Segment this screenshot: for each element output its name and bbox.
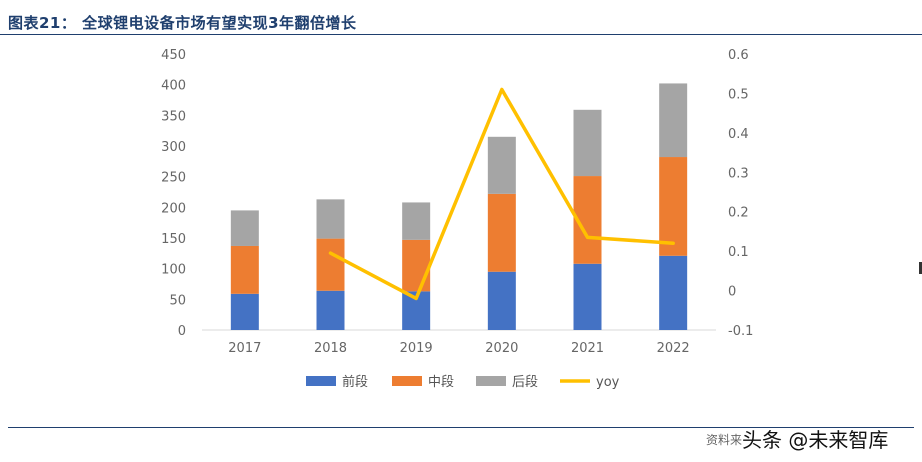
legend-middle-label: 中段 (428, 375, 454, 390)
bar-middle (230, 245, 259, 294)
right-tick-label: 0.5 (728, 87, 749, 102)
x-tick-label: 2021 (571, 341, 604, 356)
title-divider (0, 34, 922, 35)
bar-back (659, 83, 688, 158)
left-axis: 0 50 100 150 200 250 300 350 400 450 (161, 48, 186, 339)
right-tick-label: 0.1 (728, 245, 749, 260)
legend-back-swatch (476, 376, 506, 386)
left-tick-label: 400 (161, 79, 186, 94)
bar-back (316, 199, 345, 239)
page-edge-mark (919, 262, 922, 274)
bar-back (573, 109, 602, 177)
legend-front-swatch (306, 376, 336, 386)
bar-front (659, 255, 688, 330)
left-tick-label: 250 (161, 171, 186, 186)
bar-series (230, 83, 688, 330)
right-tick-label: 0.4 (728, 127, 749, 142)
source-note: 资料来 (706, 433, 743, 447)
footer-divider (8, 427, 914, 428)
right-axis: -0.1 0 0.1 0.2 0.3 0.4 0.5 0.6 (728, 48, 753, 339)
right-tick-label: -0.1 (728, 324, 753, 339)
legend-middle-swatch (392, 376, 422, 386)
bar-middle (659, 157, 688, 256)
watermark: 头条 @未来智库 (742, 428, 889, 452)
left-tick-label: 200 (161, 201, 186, 216)
bar-middle (316, 238, 345, 291)
x-tick-label: 2017 (228, 341, 261, 356)
bar-middle (487, 193, 516, 272)
bar-back (402, 202, 431, 240)
x-tick-label: 2018 (314, 341, 347, 356)
right-tick-label: 0.2 (728, 206, 749, 221)
x-axis: 2017 2018 2019 2020 2021 2022 (228, 341, 689, 356)
bar-back (230, 210, 259, 246)
legend: 前段 中段 后段 yoy (306, 374, 620, 390)
x-tick-label: 2019 (400, 341, 433, 356)
title-bar: 图表21： 全球锂电设备市场有望实现3年翻倍增长 (0, 0, 922, 36)
legend-yoy-label: yoy (596, 375, 620, 390)
left-tick-label: 300 (161, 140, 186, 155)
right-tick-label: 0 (728, 285, 736, 300)
left-tick-label: 150 (161, 232, 186, 247)
x-tick-label: 2020 (485, 341, 518, 356)
yoy-line-series (328, 87, 675, 301)
left-tick-label: 50 (169, 293, 186, 308)
chart-title: 图表21： 全球锂电设备市场有望实现3年翻倍增长 (8, 14, 357, 32)
bar-front (230, 293, 259, 330)
right-tick-label: 0.3 (728, 166, 749, 181)
x-tick-label: 2022 (657, 341, 690, 356)
left-tick-label: 450 (161, 48, 186, 63)
legend-back-label: 后段 (512, 375, 538, 390)
bar-back (487, 136, 516, 194)
left-tick-label: 100 (161, 263, 186, 278)
bar-front (573, 263, 602, 330)
right-tick-label: 0.6 (728, 48, 749, 63)
legend-front-label: 前段 (342, 374, 368, 390)
left-tick-label: 0 (178, 324, 186, 339)
bar-front (487, 271, 516, 330)
bar-middle (402, 239, 431, 292)
left-tick-label: 350 (161, 109, 186, 124)
bar-front (316, 290, 345, 330)
